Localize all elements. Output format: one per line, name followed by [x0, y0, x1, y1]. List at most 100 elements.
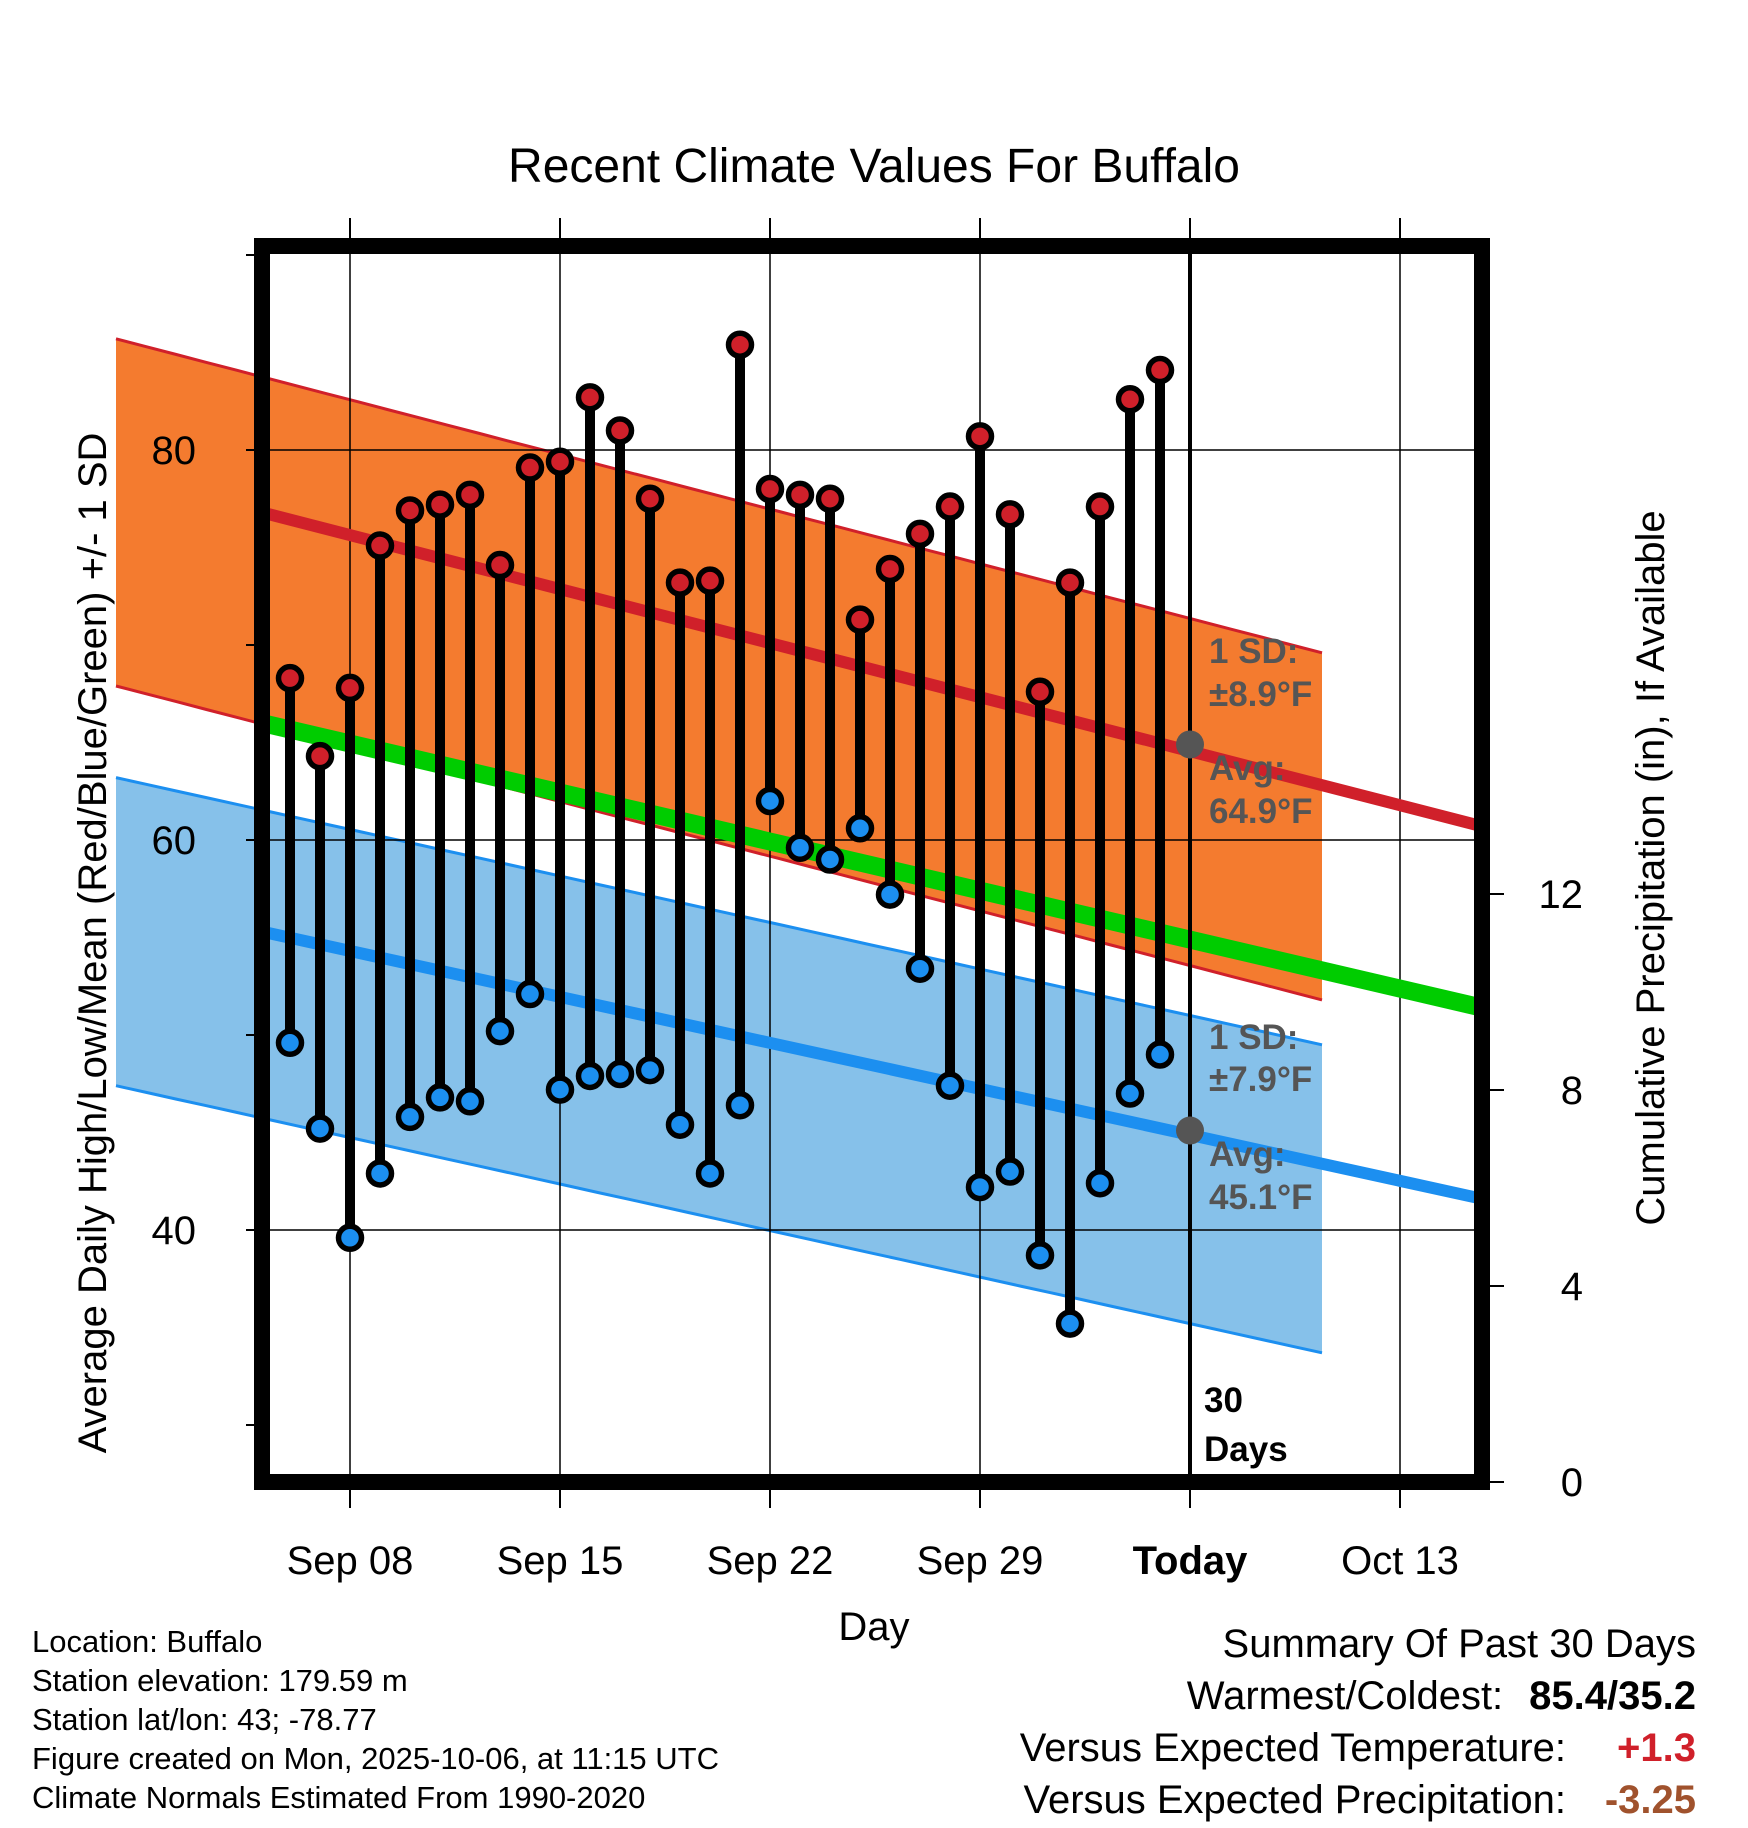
low-avg-value: 45.1°F: [1209, 1178, 1313, 1217]
period-count: 30: [1204, 1381, 1243, 1420]
y2tick-label: 12: [1539, 873, 1584, 917]
low-point-day-24: [965, 1172, 995, 1202]
annotations: 1 SD: ±8.9°F Avg: 64.9°F 1 SD: ±7.9°F Av…: [1204, 632, 1313, 1469]
info-latlon: Station lat/lon: 43; -78.77: [32, 1702, 377, 1737]
low-point-day-8: [485, 1016, 515, 1046]
precip-label: Versus Expected Precipitation:: [1023, 1778, 1566, 1822]
low-point-day-19: [815, 845, 845, 874]
high-sd-value: ±8.9°F: [1209, 675, 1312, 714]
summary-heading: Summary Of Past 30 Days: [1222, 1622, 1696, 1666]
low-point-day-1: [275, 1028, 305, 1058]
low-point-day-27: [1055, 1309, 1085, 1338]
high-point-day-13: [635, 484, 665, 513]
high-point-day-15: [695, 566, 725, 595]
low-point-day-21: [875, 880, 905, 909]
high-avg-value: 64.9°F: [1209, 792, 1313, 831]
plot-frame: [254, 238, 1490, 1490]
high-point-day-11: [575, 383, 605, 412]
y2-axis-label: Cumulative Precipitation (in), If Availa…: [1629, 510, 1673, 1225]
high-point-day-16: [725, 330, 755, 359]
high-point-day-28: [1085, 492, 1115, 521]
info-normals: Climate Normals Estimated From 1990-2020: [32, 1780, 646, 1815]
low-point-day-22: [905, 954, 935, 983]
low-point-day-10: [545, 1075, 575, 1104]
xtick-label: Sep 29: [917, 1539, 1044, 1583]
plot-border: [254, 238, 1490, 1490]
y2tick-label: 0: [1561, 1461, 1583, 1505]
xtick-label: Today: [1133, 1539, 1249, 1583]
low-point-day-23: [935, 1071, 965, 1100]
temp-value: +1.3: [1617, 1726, 1696, 1770]
low-avg-label: Avg:: [1209, 1135, 1285, 1174]
xtick-label: Sep 08: [287, 1539, 414, 1583]
high-point-day-27: [1055, 568, 1085, 597]
high-point-day-30: [1145, 355, 1175, 385]
high-point-day-2: [305, 741, 335, 771]
xtick-label: Sep 22: [707, 1539, 834, 1583]
low-point-day-30: [1145, 1040, 1175, 1069]
low-point-day-7: [455, 1087, 485, 1116]
summary-warm-cold-row: Warmest/Coldest: 85.4/35.2: [1020, 1670, 1696, 1722]
low-point-day-18: [785, 833, 815, 863]
period-unit: Days: [1204, 1430, 1288, 1469]
high-point-day-25: [995, 500, 1025, 529]
low-point-day-25: [995, 1157, 1025, 1186]
high-point-day-17: [755, 474, 785, 504]
high-point-day-12: [605, 416, 635, 445]
high-point-day-5: [395, 496, 425, 525]
today-line-group: [1176, 246, 1204, 1482]
high-point-day-1: [275, 663, 305, 693]
high-avg-label: Avg:: [1209, 749, 1285, 788]
low-point-day-4: [365, 1159, 395, 1188]
temp-label: Versus Expected Temperature:: [1019, 1726, 1566, 1770]
today-normal-high-marker: [1176, 730, 1204, 759]
ytick-label: 60: [152, 819, 197, 863]
high-point-day-18: [785, 480, 815, 510]
low-sd-band: [116, 777, 1322, 1353]
low-point-day-20: [845, 814, 875, 843]
high-point-day-4: [365, 531, 395, 560]
high-band-upper-edge: [115, 337, 1323, 655]
normal-bands: [115, 337, 1323, 1355]
summary-precip-row: Versus Expected Precipitation: -3.25: [1020, 1774, 1696, 1826]
axis-ticks: [246, 218, 1504, 1508]
high-point-day-7: [455, 480, 485, 510]
today-normal-low-marker: [1176, 1116, 1204, 1145]
high-point-day-10: [545, 447, 575, 476]
high-point-day-20: [845, 605, 875, 634]
ytick-label: 80: [152, 429, 197, 473]
high-point-day-24: [965, 422, 995, 451]
xtick-label: Sep 15: [497, 1539, 624, 1583]
low-sd-label: 1 SD:: [1209, 1018, 1298, 1057]
warm-cold-label: Warmest/Coldest:: [1186, 1674, 1504, 1718]
y-axis-label: Average Daily High/Low/Mean (Red/Blue/Gr…: [71, 433, 115, 1454]
high-point-day-26: [1025, 677, 1055, 707]
info-location: Location: Buffalo: [32, 1624, 263, 1659]
low-point-day-6: [425, 1083, 455, 1112]
low-point-day-12: [605, 1059, 635, 1089]
high-point-day-23: [935, 492, 965, 521]
low-point-day-5: [395, 1102, 425, 1132]
high-point-day-14: [665, 568, 695, 597]
low-point-day-28: [1085, 1168, 1115, 1198]
low-point-day-3: [335, 1223, 365, 1253]
warm-cold-value: 85.4/35.2: [1529, 1674, 1696, 1718]
xtick-label: Oct 13: [1341, 1539, 1459, 1583]
info-created: Figure created on Mon, 2025-10-06, at 11…: [32, 1741, 719, 1776]
tick-labels: 40 60 80 0 4 8 12 Sep 08 Sep 15 Sep 22 Sep 29 Today…: [152, 429, 1584, 1583]
low-point-day-29: [1115, 1079, 1145, 1108]
y2tick-label: 4: [1561, 1265, 1583, 1309]
high-sd-label: 1 SD:: [1209, 632, 1298, 671]
chart-title: Recent Climate Values For Buffalo: [508, 140, 1240, 193]
station-info: Location: Buffalo Station elevation: 179…: [32, 1622, 719, 1817]
low-point-day-9: [515, 979, 545, 1009]
high-point-day-19: [815, 484, 845, 513]
summary-panel: Summary Of Past 30 Days Warmest/Coldest:…: [1020, 1618, 1696, 1826]
low-point-day-2: [305, 1114, 335, 1143]
daily-range-stems: [285, 344, 1165, 1324]
daily-points: [275, 330, 1175, 1338]
low-point-day-13: [635, 1055, 665, 1085]
precip-value: -3.25: [1604, 1778, 1696, 1822]
high-point-day-29: [1115, 385, 1145, 414]
